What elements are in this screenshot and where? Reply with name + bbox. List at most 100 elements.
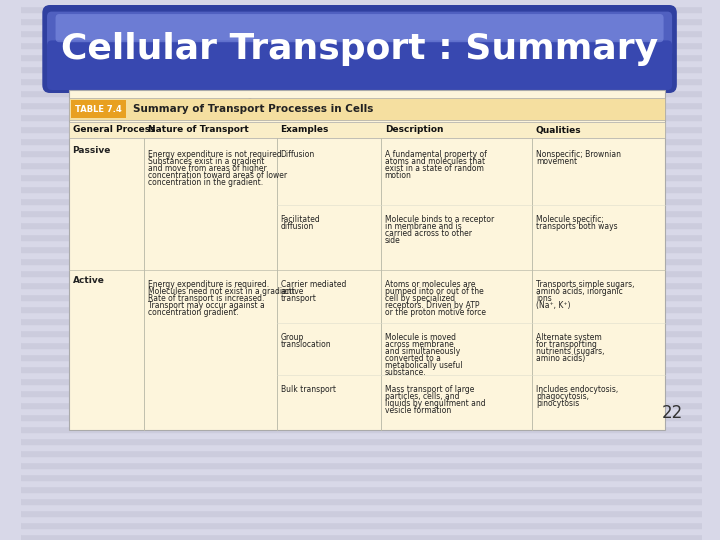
- Bar: [22, 378, 703, 384]
- Bar: [22, 30, 703, 36]
- Bar: [71, 100, 125, 118]
- Bar: [22, 210, 703, 216]
- Bar: [22, 276, 703, 282]
- Bar: [22, 114, 703, 120]
- Bar: [22, 522, 703, 528]
- Bar: [22, 534, 703, 540]
- Bar: [22, 450, 703, 456]
- Bar: [22, 222, 703, 228]
- Bar: [22, 444, 703, 450]
- Text: Passive: Passive: [73, 146, 111, 155]
- Bar: [22, 192, 703, 198]
- Text: concentration gradient.: concentration gradient.: [148, 308, 239, 317]
- Bar: [22, 156, 703, 162]
- Text: liquids by engulfment and: liquids by engulfment and: [384, 400, 485, 408]
- Text: substance.: substance.: [384, 368, 426, 377]
- Bar: [22, 270, 703, 276]
- Bar: [22, 36, 703, 42]
- Text: Copyright © The McGraw-Hill Companies, Inc. Permission required for reproduction: Copyright © The McGraw-Hill Companies, I…: [214, 98, 510, 104]
- Bar: [22, 216, 703, 222]
- Text: particles, cells, and: particles, cells, and: [384, 393, 459, 401]
- Text: and simultaneously: and simultaneously: [384, 347, 460, 356]
- Bar: [22, 24, 703, 30]
- FancyBboxPatch shape: [47, 11, 672, 58]
- Text: Mass transport of large: Mass transport of large: [384, 386, 474, 394]
- Bar: [22, 498, 703, 504]
- Bar: [22, 300, 703, 306]
- Text: carried across to other: carried across to other: [384, 229, 472, 238]
- Text: vesicle formation: vesicle formation: [384, 406, 451, 415]
- Text: Bulk transport: Bulk transport: [281, 386, 336, 394]
- Text: concentration in the gradient.: concentration in the gradient.: [148, 178, 264, 187]
- Text: Active: Active: [73, 276, 104, 285]
- Bar: [22, 288, 703, 294]
- Text: diffusion: diffusion: [281, 222, 314, 231]
- Bar: [22, 138, 703, 144]
- Bar: [22, 60, 703, 66]
- Bar: [69, 90, 665, 430]
- Text: transport: transport: [281, 294, 317, 303]
- Bar: [22, 282, 703, 288]
- Text: Nonspecific; Brownian: Nonspecific; Brownian: [536, 150, 621, 159]
- Text: amino acids): amino acids): [536, 354, 585, 363]
- Text: Qualities: Qualities: [536, 125, 582, 134]
- FancyBboxPatch shape: [47, 40, 672, 90]
- Text: Substances exist in a gradient: Substances exist in a gradient: [148, 157, 264, 166]
- Bar: [22, 414, 703, 420]
- Text: Includes endocytosis,: Includes endocytosis,: [536, 386, 618, 394]
- Bar: [22, 384, 703, 390]
- Bar: [22, 432, 703, 438]
- Bar: [22, 258, 703, 264]
- Bar: [22, 402, 703, 408]
- Text: pinocytosis: pinocytosis: [536, 400, 579, 408]
- Text: ions: ions: [536, 294, 552, 303]
- Text: Transports simple sugars,: Transports simple sugars,: [536, 280, 634, 289]
- Bar: [22, 174, 703, 180]
- Text: TABLE 7.4: TABLE 7.4: [75, 105, 122, 113]
- Bar: [22, 456, 703, 462]
- Text: General Process: General Process: [73, 125, 155, 134]
- Bar: [22, 318, 703, 324]
- Text: Rate of transport is increased.: Rate of transport is increased.: [148, 294, 264, 303]
- Text: Examples: Examples: [281, 125, 329, 134]
- Bar: [22, 516, 703, 522]
- Text: Energy expenditure is not required.: Energy expenditure is not required.: [148, 150, 284, 159]
- Text: atoms and molecules that: atoms and molecules that: [384, 157, 485, 166]
- Text: Molecules need not exist in a gradient.: Molecules need not exist in a gradient.: [148, 287, 297, 296]
- Bar: [22, 468, 703, 474]
- Bar: [22, 18, 703, 24]
- Bar: [22, 132, 703, 138]
- Text: converted to a: converted to a: [384, 354, 441, 363]
- Text: cell by specialized: cell by specialized: [384, 294, 455, 303]
- Text: receptors. Driven by ATP: receptors. Driven by ATP: [384, 301, 479, 310]
- Text: Carrier mediated: Carrier mediated: [281, 280, 346, 289]
- Bar: [22, 204, 703, 210]
- Text: Diffusion: Diffusion: [281, 150, 315, 159]
- Text: metabolically useful: metabolically useful: [384, 361, 462, 370]
- Text: 22: 22: [662, 404, 683, 422]
- Bar: [22, 90, 703, 96]
- Bar: [22, 168, 703, 174]
- Bar: [22, 306, 703, 312]
- Bar: [22, 120, 703, 126]
- Bar: [69, 122, 665, 138]
- Text: nutrients (sugars,: nutrients (sugars,: [536, 347, 604, 356]
- Bar: [22, 474, 703, 480]
- Bar: [22, 348, 703, 354]
- Text: motion: motion: [384, 171, 412, 180]
- Bar: [22, 390, 703, 396]
- Bar: [22, 162, 703, 168]
- Bar: [22, 6, 703, 12]
- Bar: [22, 186, 703, 192]
- Bar: [22, 102, 703, 108]
- Bar: [22, 240, 703, 246]
- Text: translocation: translocation: [281, 340, 331, 349]
- Bar: [22, 528, 703, 534]
- Bar: [22, 480, 703, 486]
- Bar: [22, 408, 703, 414]
- Text: across membrane: across membrane: [384, 340, 454, 349]
- Text: Summary of Transport Processes in Cells: Summary of Transport Processes in Cells: [133, 104, 374, 114]
- Text: Molecule specific;: Molecule specific;: [536, 215, 604, 224]
- Text: active: active: [281, 287, 304, 296]
- Bar: [22, 492, 703, 498]
